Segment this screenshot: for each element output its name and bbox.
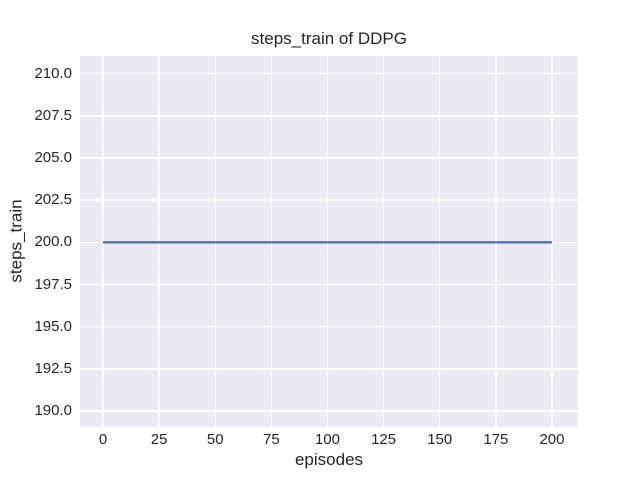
y-tick-label: 190.0	[34, 401, 72, 419]
y-tick-label: 207.5	[34, 106, 72, 124]
x-tick-label: 100	[314, 431, 340, 448]
gridline-horizontal	[80, 325, 578, 328]
gridline-horizontal	[80, 115, 578, 117]
x-tick-label: 125	[371, 431, 397, 448]
gridline-vertical	[102, 56, 104, 427]
y-tick-label: 210.0	[34, 64, 72, 82]
x-tick-label: 0	[98, 431, 108, 448]
plot-area	[80, 56, 578, 427]
gridline-horizontal	[80, 199, 578, 201]
gridline-horizontal	[80, 157, 578, 159]
gridline-horizontal	[80, 368, 578, 370]
y-axis-label: steps_train	[6, 199, 26, 283]
y-tick-label: 205.0	[34, 149, 72, 167]
data-line-layer	[103, 241, 552, 244]
x-axis-label: episodes	[294, 450, 364, 469]
y-tick-label: 195.0	[34, 317, 72, 335]
x-tick-label: 150	[427, 431, 453, 448]
x-tick-label: 75	[263, 431, 280, 448]
x-tick-label: 50	[206, 431, 224, 448]
x-tick-label: 25	[150, 431, 168, 448]
gridline-horizontal	[80, 283, 578, 286]
y-tick-label: 202.5	[34, 191, 72, 209]
y-tick-label: 200.0	[34, 233, 72, 251]
x-tick-label: 200	[539, 431, 565, 448]
y-tick-label: 197.5	[34, 275, 72, 293]
gridline-horizontal	[80, 410, 578, 412]
x-tick-label: 175	[483, 431, 509, 448]
gridline-horizontal	[80, 73, 578, 75]
chart-title: steps_train of DDPG	[251, 29, 407, 48]
y-tick-label: 192.5	[34, 359, 72, 377]
